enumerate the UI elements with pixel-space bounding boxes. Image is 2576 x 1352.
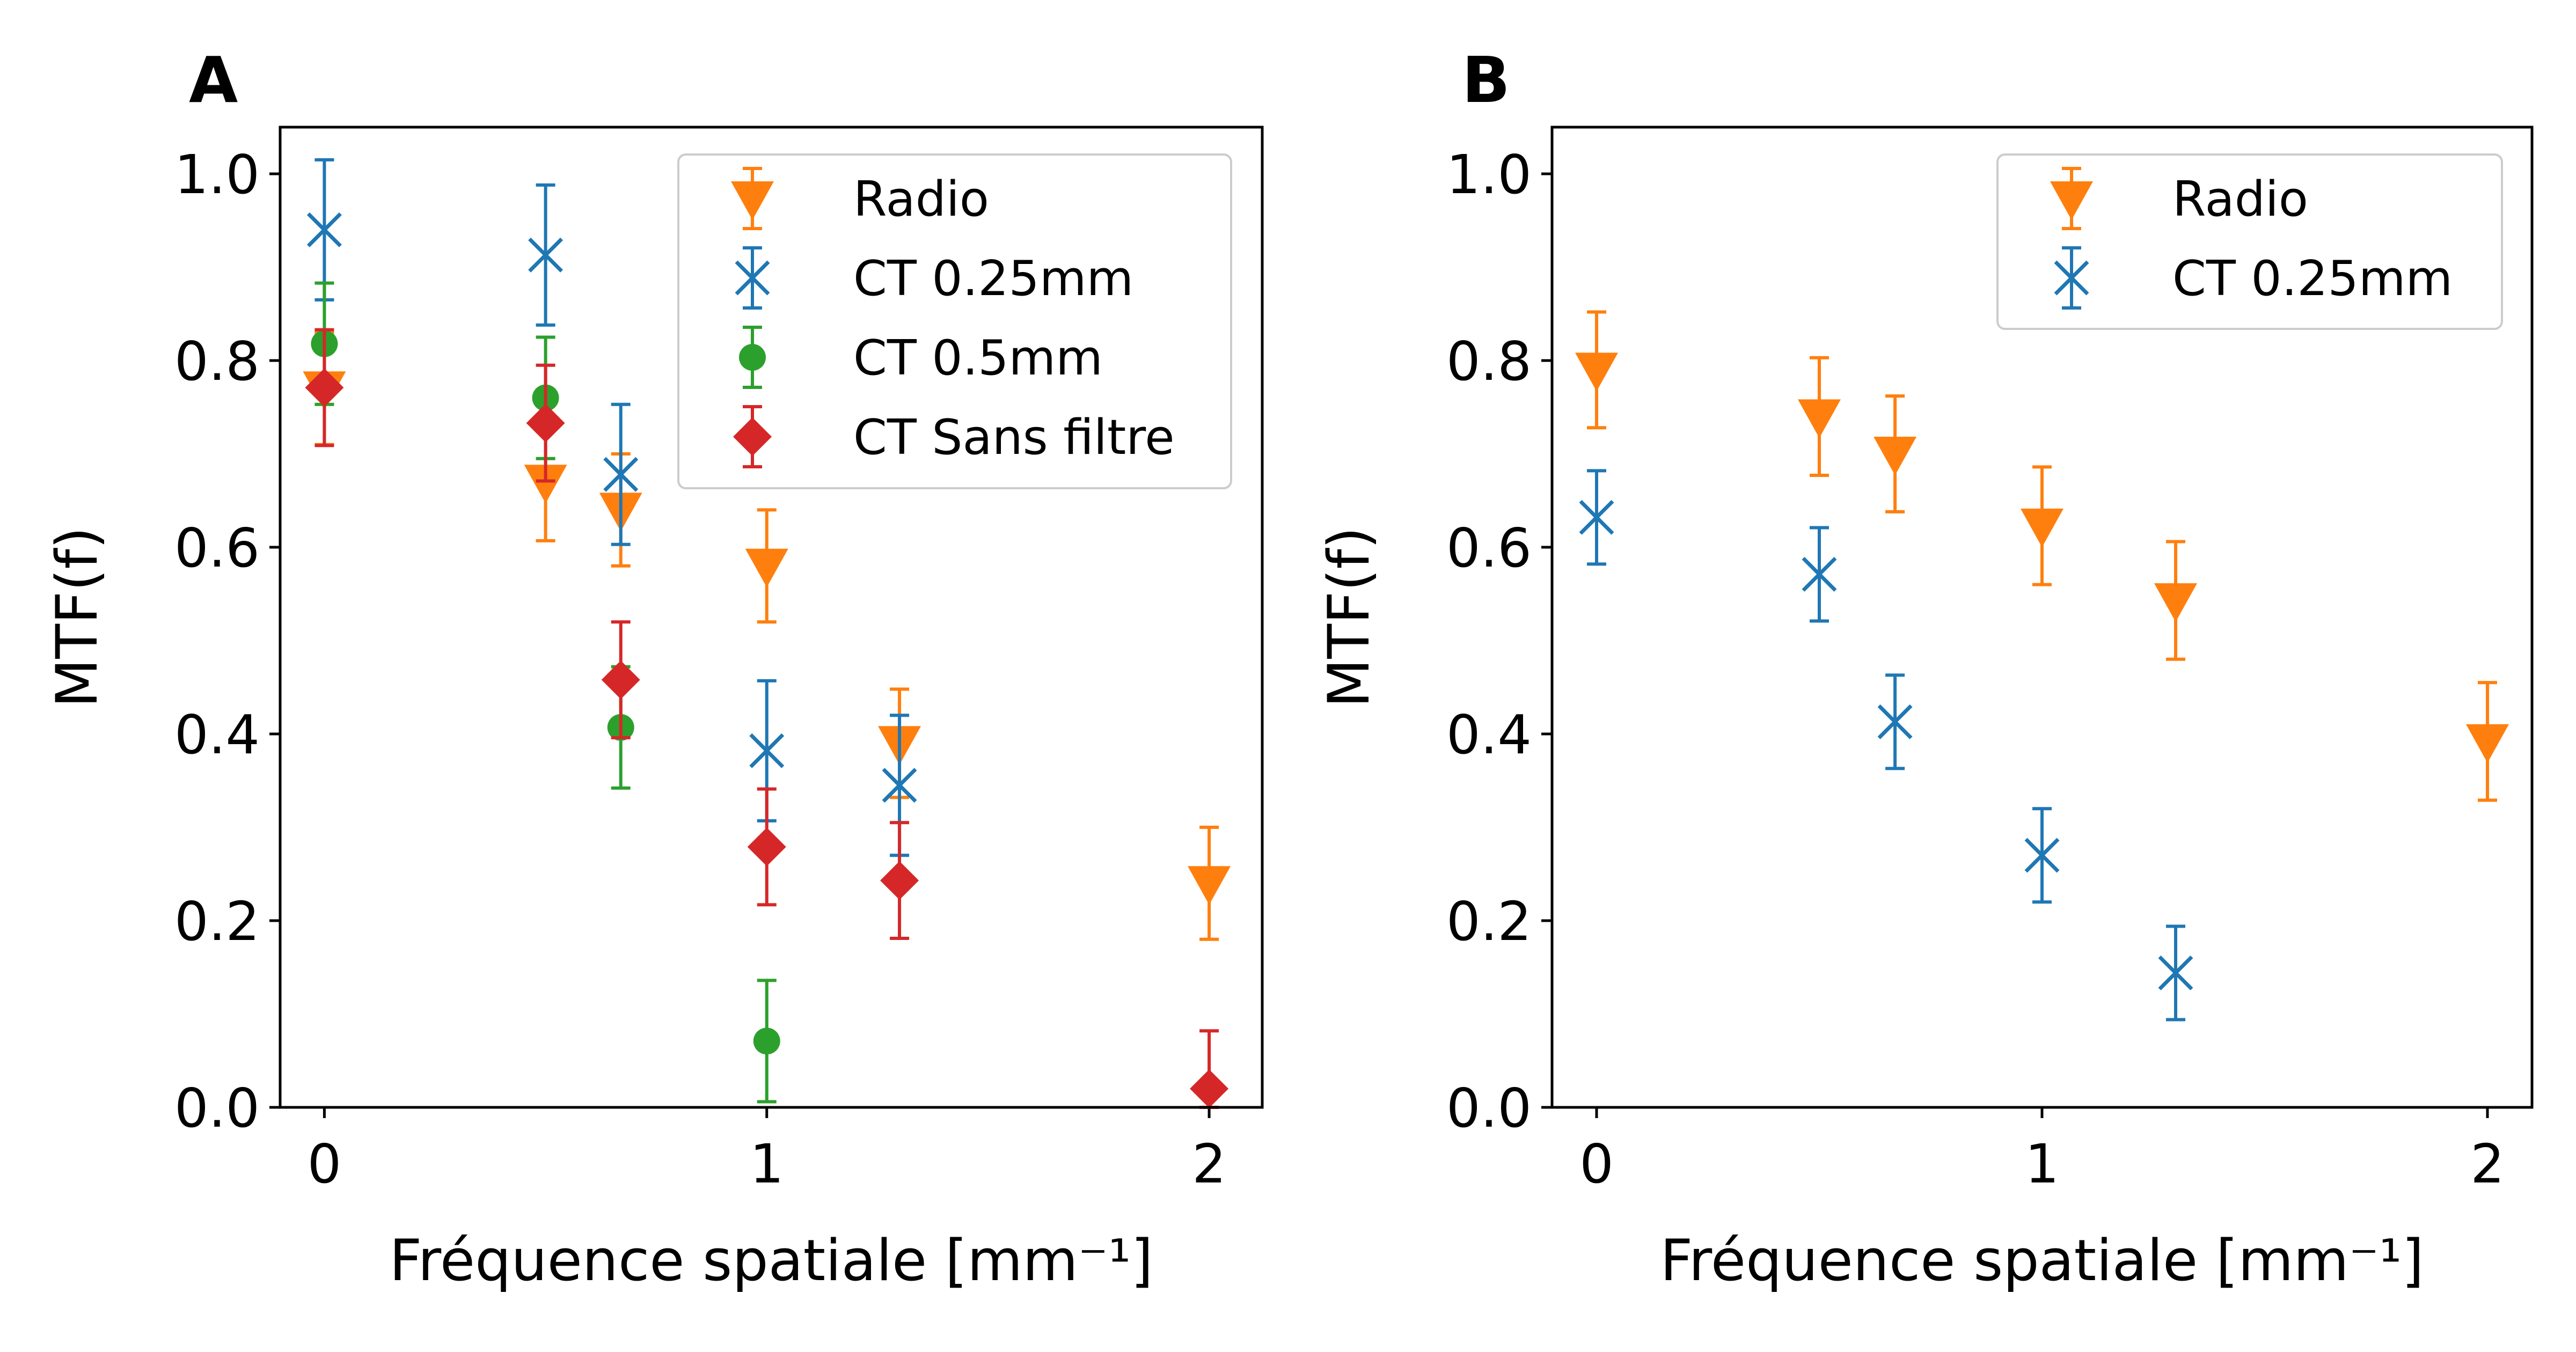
legend-item-ct-0-5mm: CT 0.5mm	[739, 326, 1103, 389]
data-point	[1188, 866, 1231, 905]
legend-label: CT 0.25mm	[2172, 251, 2453, 307]
x-tick-label: 1	[750, 1133, 784, 1195]
y-tick-label: 1.0	[1446, 143, 1532, 206]
panel-b-plot: 0.0 0.2 0.4 0.6 0.8 1.0 0 1 2 Fréquence spatiale …	[1316, 126, 2534, 1294]
series-ct-0-25mm	[1579, 469, 2193, 1022]
x-tick-label: 0	[308, 1133, 342, 1195]
plot-frame	[1550, 126, 2534, 1109]
legend-marker	[739, 344, 766, 371]
data-point	[524, 465, 567, 504]
y-tick-label: 0.8	[1446, 330, 1532, 393]
y-tick-label: 0.6	[1446, 517, 1532, 579]
data-point	[305, 368, 344, 407]
data-point	[1802, 556, 1837, 592]
y-tick-label: 0.2	[174, 890, 260, 953]
panel-a-plot: 0.0 0.2 0.4 0.6 0.8 1.0 0 1 2 Fréquence spatiale …	[44, 126, 1264, 1294]
x-tick-label: 2	[2470, 1133, 2505, 1195]
data-point	[2021, 508, 2063, 547]
legend-item-ct-0-25mm: CT 0.25mm	[2054, 246, 2453, 310]
legend-label: CT 0.5mm	[853, 330, 1103, 386]
y-tick-label: 1.0	[174, 143, 260, 206]
legend: Radio CT 0.25mm	[1996, 153, 2503, 330]
series-radio	[1575, 310, 2509, 802]
plot-frame	[279, 126, 1264, 1109]
data-point	[1575, 352, 1618, 392]
data-point	[749, 733, 785, 768]
legend-label: CT Sans filtre	[853, 409, 1175, 466]
y-tick-label: 0.0	[1446, 1077, 1532, 1140]
data-point	[1798, 399, 1841, 438]
data-point	[747, 827, 786, 866]
data-point	[745, 548, 788, 587]
data-point	[1874, 437, 1917, 475]
legend-marker	[2050, 181, 2093, 220]
data-point	[528, 237, 564, 273]
legend-item-radio: Radio	[731, 167, 989, 230]
y-tick-label: 0.4	[1446, 703, 1532, 766]
legend-item-radio: Radio	[2050, 167, 2308, 230]
y-tick-label: 0.8	[174, 330, 260, 393]
data-point	[1190, 1069, 1229, 1108]
legend-marker	[735, 260, 770, 296]
legend-marker	[731, 181, 774, 220]
legend-box	[677, 153, 1232, 489]
data-point	[880, 861, 919, 900]
data-point	[2024, 837, 2060, 873]
panel-letter-b: B	[1462, 43, 1510, 117]
y-tick-label: 0.0	[174, 1077, 260, 1140]
legend: Radio CT 0.25mm CT 0.5mm CT Sans filtre	[677, 153, 1232, 489]
data-point	[1877, 704, 1913, 739]
data-point	[306, 212, 342, 247]
x-tick-label: 2	[1192, 1133, 1226, 1195]
data-point	[2154, 583, 2197, 622]
y-axis-label: MTF(f)	[44, 527, 110, 708]
x-tick-label: 0	[1579, 1133, 1614, 1195]
panel-letter-a: A	[189, 43, 238, 117]
data-point	[882, 768, 917, 803]
data-point	[2466, 724, 2509, 763]
data-point	[526, 403, 565, 443]
y-tick-label: 0.6	[174, 517, 260, 579]
data-point	[603, 457, 639, 492]
legend-label: CT 0.25mm	[853, 251, 1133, 307]
legend-label: Radio	[2172, 171, 2308, 227]
x-axis-label: Fréquence spatiale [mm⁻¹]	[389, 1228, 1153, 1294]
legend-label: Radio	[853, 171, 989, 227]
x-tick-label: 1	[2025, 1133, 2059, 1195]
data-point	[601, 660, 640, 700]
legend-marker	[733, 417, 772, 456]
legend-item-ct-0-25mm: CT 0.25mm	[735, 246, 1133, 310]
legend-item-ct-sans-filtre: CT Sans filtre	[733, 405, 1175, 468]
y-axis-label: MTF(f)	[1316, 527, 1382, 708]
legend-box	[1996, 153, 2503, 330]
data-point	[753, 1027, 780, 1055]
y-tick-label: 0.4	[174, 703, 260, 766]
data-point	[2158, 955, 2193, 990]
legend-marker	[2054, 260, 2089, 296]
y-tick-label: 0.2	[1446, 890, 1532, 953]
data-point	[1579, 499, 1614, 535]
x-axis-label: Fréquence spatiale [mm⁻¹]	[1660, 1228, 2424, 1294]
